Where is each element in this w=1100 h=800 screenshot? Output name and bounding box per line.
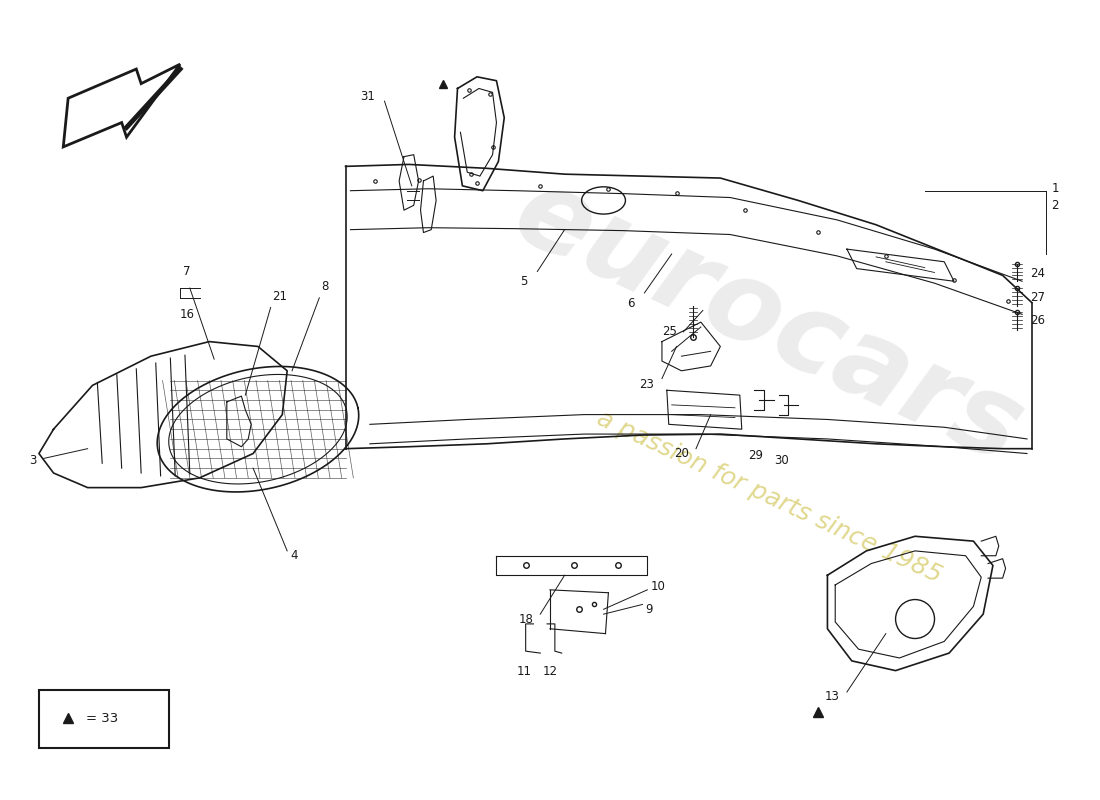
Text: 30: 30 [774, 454, 789, 466]
Text: 6: 6 [627, 297, 635, 310]
Text: 8: 8 [321, 280, 329, 293]
Text: 18: 18 [518, 613, 534, 626]
Text: 29: 29 [748, 449, 763, 462]
Text: 10: 10 [650, 581, 666, 594]
Text: 31: 31 [360, 90, 375, 102]
Text: 16: 16 [179, 307, 195, 321]
Text: 20: 20 [674, 447, 690, 460]
Text: 1: 1 [1052, 182, 1059, 195]
Polygon shape [64, 64, 180, 147]
Text: 2: 2 [1052, 199, 1059, 212]
Text: 13: 13 [824, 690, 839, 703]
Text: 3: 3 [30, 454, 37, 467]
Text: 12: 12 [542, 665, 558, 678]
Text: 9: 9 [646, 602, 653, 616]
Text: 4: 4 [290, 550, 298, 562]
Text: 27: 27 [1030, 291, 1045, 304]
Text: 11: 11 [516, 665, 531, 678]
Text: 5: 5 [520, 275, 528, 288]
Text: 24: 24 [1030, 267, 1045, 280]
Text: 25: 25 [662, 326, 676, 338]
Text: 23: 23 [639, 378, 654, 391]
Text: = 33: = 33 [86, 712, 118, 725]
Text: a passion for parts since 1985: a passion for parts since 1985 [593, 406, 945, 588]
Text: 7: 7 [184, 266, 190, 278]
Text: 21: 21 [273, 290, 287, 302]
Text: eurocars: eurocars [498, 158, 1040, 486]
FancyBboxPatch shape [39, 690, 169, 747]
Text: 26: 26 [1030, 314, 1045, 326]
